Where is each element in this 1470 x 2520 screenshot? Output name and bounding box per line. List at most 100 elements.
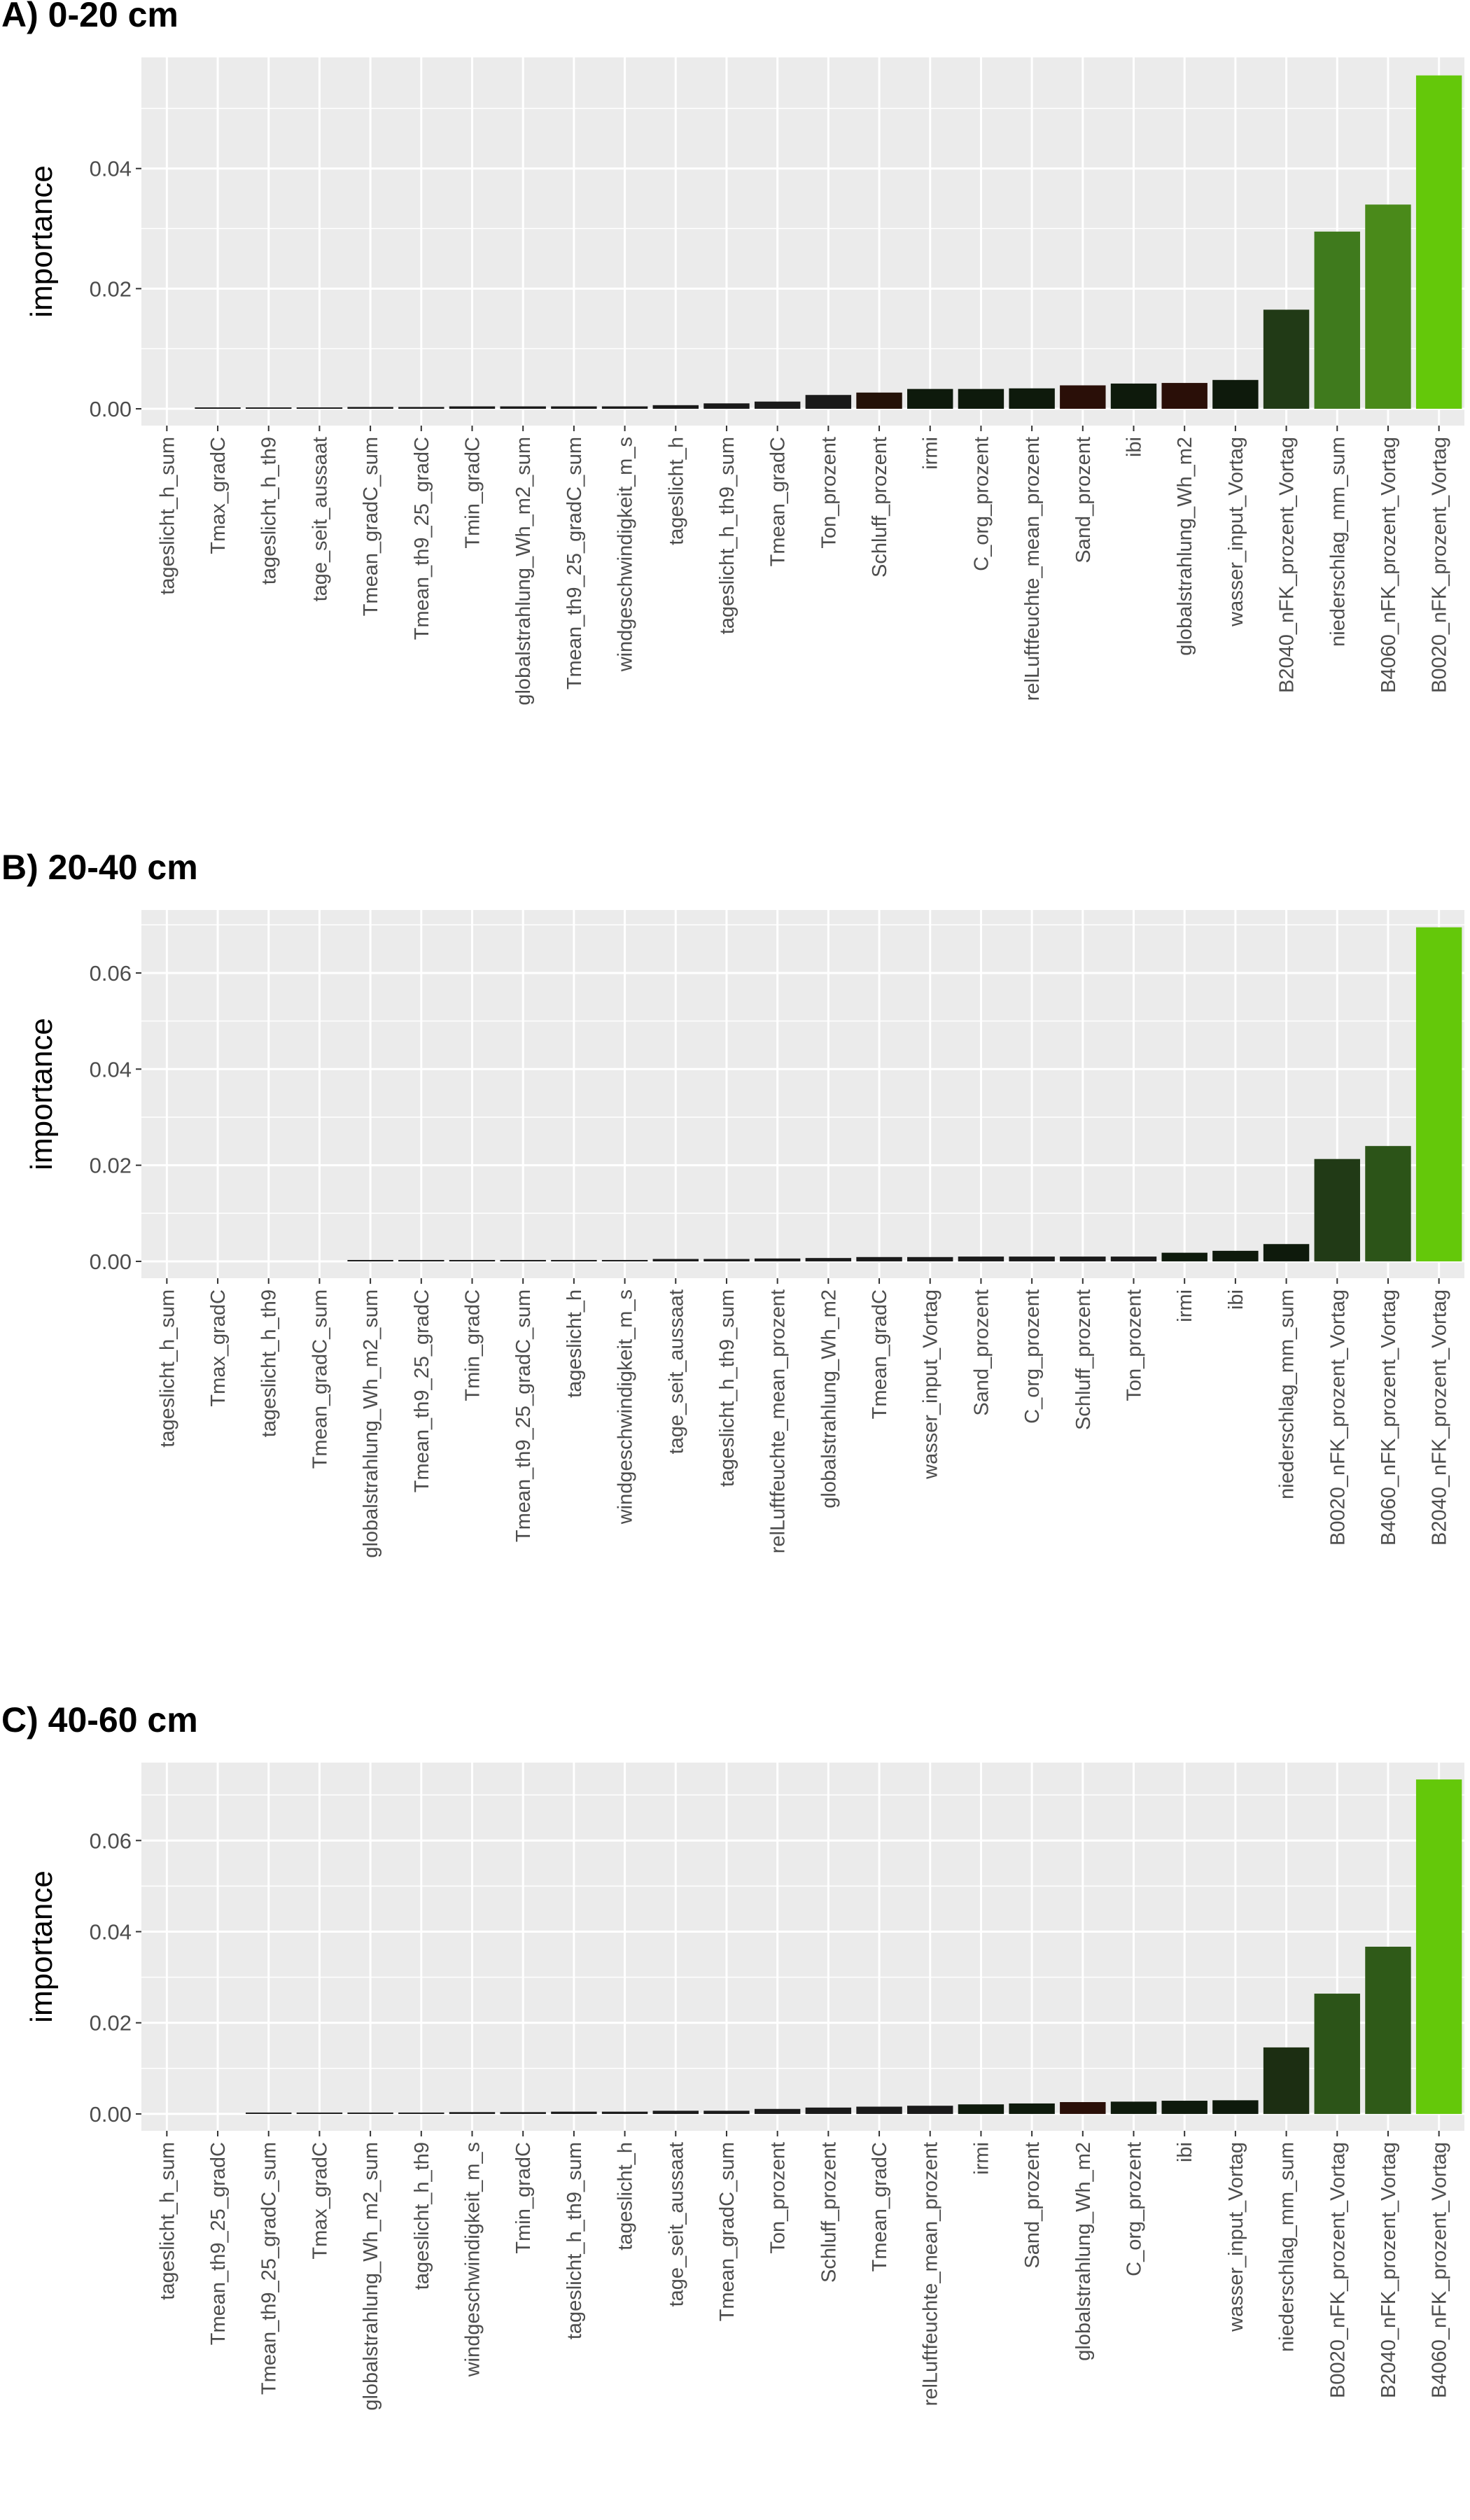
bar-wasser_input_Vortag xyxy=(1212,379,1259,409)
bar-tageslicht_h_th9 xyxy=(246,407,292,409)
x-tick-label: relLuftfeuchte_mean_prozent xyxy=(1021,437,1044,701)
bar-relLuftfeuchte_mean_prozent xyxy=(754,1258,801,1261)
chart-panel-3: C) 40-60 cm 0.00 0.02 0.04 0.06 tageslicht_h_… xyxy=(1,1700,1464,2411)
plot-background xyxy=(141,910,1464,1278)
x-tick-label: tageslicht_h xyxy=(564,1289,586,1398)
chart-title: C) 40-60 cm xyxy=(1,1700,198,1740)
bar-Tmin_gradC xyxy=(500,2112,546,2114)
bar-Ton_prozent xyxy=(805,395,852,409)
chart-panel-1: A) 0-20 cm 0.00 0.02 0.04 tageslicht_h_sum Tm… xyxy=(1,0,1464,706)
x-tick-label: wasser_input_Vortag xyxy=(1225,2142,1247,2332)
x-tick-label: ibi xyxy=(1124,437,1146,457)
bar-B0020_nFK_prozent_Vortag xyxy=(1314,1158,1360,1261)
x-tick-label: tageslicht_h_th9 xyxy=(411,2142,433,2290)
bar-niederschlag_mm_sum xyxy=(1263,2047,1310,2114)
x-tick-label: globalstrahlung_Wh_m2_sum xyxy=(512,437,535,706)
bar-globalstrahlung_Wh_m2 xyxy=(805,1258,852,1261)
bar-Tmin_gradC xyxy=(449,1259,496,1261)
plot-background xyxy=(141,57,1464,426)
bar-windgeschwindigkeit_m_s xyxy=(601,406,648,409)
chart-panel-2: B) 20-40 cm 0.00 0.02 0.04 0.06 tageslicht_h_… xyxy=(1,848,1464,1558)
bar-B0020_nFK_prozent_Vortag xyxy=(1314,1994,1360,2114)
chart-title: A) 0-20 cm xyxy=(1,0,178,34)
x-tick-label: B0020_nFK_prozent_Vortag xyxy=(1429,437,1451,693)
x-tick-label: irmi xyxy=(920,437,942,470)
y-tick-label: 0.00 xyxy=(90,1250,132,1274)
bar-C_org_prozent xyxy=(1110,2101,1157,2114)
bar-B4060_nFK_prozent_Vortag xyxy=(1415,1779,1462,2114)
bar-Tmean_th9_25_gradC_sum xyxy=(500,1259,546,1261)
bar-niederschlag_mm_sum xyxy=(1263,1244,1310,1261)
x-tick-label: Tmax_gradC xyxy=(207,1289,230,1407)
bar-tage_seit_aussaat xyxy=(652,1259,699,1261)
bar-C_org_prozent xyxy=(958,388,1004,409)
x-tick-label: Schluff_prozent xyxy=(869,437,891,578)
x-tick-label: tageslicht_h_sum xyxy=(156,437,178,595)
x-tick-label: Tmean_th9_25_gradC xyxy=(411,1289,433,1492)
bar-irmi xyxy=(958,2104,1004,2114)
x-tick-label: wasser_input_Vortag xyxy=(920,1289,942,1480)
x-tick-label: C_org_prozent xyxy=(970,437,993,571)
bar-B2040_nFK_prozent_Vortag xyxy=(1365,1947,1411,2114)
bar-wasser_input_Vortag xyxy=(1212,2100,1259,2114)
x-tick-label: Sand_prozent xyxy=(1072,437,1095,564)
bar-globalstrahlung_Wh_m2 xyxy=(1060,2101,1106,2114)
bar-relLuftfeuchte_mean_prozent xyxy=(907,2106,953,2114)
x-tick-label: tageslicht_h xyxy=(615,2142,637,2250)
x-tick-label: wasser_input_Vortag xyxy=(1225,437,1247,627)
x-tick-label: B2040_nFK_prozent_Vortag xyxy=(1429,1289,1451,1546)
x-tick-label: tageslicht_h_th9_sum xyxy=(564,2142,586,2339)
bar-irmi xyxy=(907,388,953,409)
bar-Tmean_th9_25_gradC_sum xyxy=(246,2112,292,2114)
bar-Tmean_gradC_sum xyxy=(704,2110,750,2114)
x-tick-label: tageslicht_h xyxy=(665,437,687,545)
x-tick-label: tageslicht_h_sum xyxy=(156,2142,178,2300)
x-tick-label: Tmean_gradC_sum xyxy=(716,2142,738,2321)
x-tick-label: Tmean_th9_25_gradC xyxy=(207,2142,230,2345)
bar-irmi xyxy=(1161,1252,1208,1261)
x-tick-label: Tmin_gradC xyxy=(462,1289,484,1401)
y-tick-label: 0.00 xyxy=(90,397,132,421)
bar-relLuftfeuchte_mean_prozent xyxy=(1009,388,1055,409)
x-tick-label: tage_seit_aussaat xyxy=(665,1289,687,1454)
bar-tageslicht_h_th9_sum xyxy=(551,2111,597,2114)
x-tick-label: irmi xyxy=(1174,1289,1196,1322)
x-tick-label: Tmean_th9_25_gradC_sum xyxy=(258,2142,281,2395)
bar-B0020_nFK_prozent_Vortag xyxy=(1415,75,1462,409)
x-tick-label: globalstrahlung_Wh_m2 xyxy=(818,1289,840,1508)
y-tick-label: 0.04 xyxy=(90,1920,132,1945)
bar-windgeschwindigkeit_m_s xyxy=(601,1259,648,1261)
bar-tageslicht_h_th9_sum xyxy=(704,1259,750,1261)
x-tick-label: windgeschwindigkeit_m_s xyxy=(615,1289,637,1525)
x-tick-label: relLuftfeuchte_mean_prozent xyxy=(767,1289,790,1553)
x-tick-label: niederschlag_mm_sum xyxy=(1276,1289,1298,1499)
bar-Sand_prozent xyxy=(1060,385,1106,409)
chart-title: B) 20-40 cm xyxy=(1,848,198,887)
x-tick-label: B2040_nFK_prozent_Vortag xyxy=(1378,2142,1400,2398)
bar-tageslicht_h_th9_sum xyxy=(704,403,750,409)
y-tick-label: 0.06 xyxy=(90,961,132,986)
bar-Schluff_prozent xyxy=(1060,1256,1106,1261)
x-tick-label: globalstrahlung_Wh_m2 xyxy=(1072,2142,1095,2361)
x-tick-label: B4060_nFK_prozent_Vortag xyxy=(1378,1289,1400,1546)
bar-niederschlag_mm_sum xyxy=(1314,231,1360,409)
bar-Schluff_prozent xyxy=(856,392,902,409)
x-tick-label: irmi xyxy=(970,2142,993,2175)
x-tick-label: C_org_prozent xyxy=(1124,2142,1146,2276)
x-tick-label: windgeschwindigkeit_m_s xyxy=(462,2142,484,2377)
x-tick-label: windgeschwindigkeit_m_s xyxy=(615,437,637,672)
bar-Tmean_gradC xyxy=(856,1256,902,1261)
bar-B4060_nFK_prozent_Vortag xyxy=(1365,204,1411,409)
bar-ibi xyxy=(1161,2101,1208,2114)
x-tick-label: ibi xyxy=(1174,2142,1196,2162)
x-tick-label: Ton_prozent xyxy=(767,2142,790,2254)
x-tick-label: globalstrahlung_Wh_m2 xyxy=(1174,437,1196,656)
x-tick-label: Ton_prozent xyxy=(1124,1289,1146,1401)
x-tick-label: B0020_nFK_prozent_Vortag xyxy=(1326,1289,1349,1546)
bar-wasser_input_Vortag xyxy=(907,1256,953,1261)
bar-tageslicht_h xyxy=(601,2111,648,2114)
x-tick-label: tageslicht_h_th9_sum xyxy=(716,1289,738,1487)
x-tick-label: B4060_nFK_prozent_Vortag xyxy=(1429,2142,1451,2398)
bar-Tmean_gradC xyxy=(754,401,801,409)
